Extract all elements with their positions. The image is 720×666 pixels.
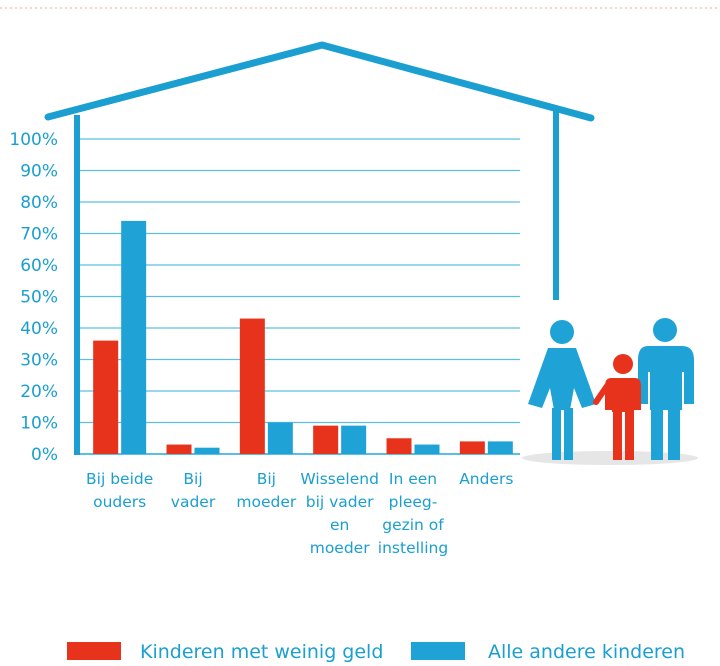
category-label: Bij vader: [171, 470, 216, 511]
bar-blue: [194, 447, 220, 454]
y-tick-label: 10%: [20, 414, 58, 434]
bar-blue: [487, 441, 513, 454]
family-icon: [522, 318, 698, 465]
bar-blue: [414, 444, 440, 454]
y-tick-label: 60%: [20, 256, 58, 276]
y-tick-label: 80%: [20, 193, 58, 213]
bar-blue: [267, 422, 293, 454]
legend-label-blue: Alle andere kinderen: [488, 641, 685, 663]
category-label: Wisselend bij vader en moeder: [300, 470, 378, 557]
y-tick-label: 0%: [31, 445, 58, 465]
bar-red: [313, 425, 339, 454]
legend: Kinderen met weinig geld Alle andere kin…: [67, 641, 685, 663]
bar-red: [93, 340, 119, 454]
category-label: Anders: [459, 470, 513, 488]
bars: [93, 220, 513, 454]
y-tick-label: 70%: [20, 225, 58, 245]
y-tick-label: 90%: [20, 162, 58, 182]
category-label: Bij moeder: [236, 470, 296, 511]
category-label: Bij beide ouders: [86, 470, 153, 511]
x-axis-categories: Bij beide ouders Bij vader Bij moederWisselen…: [86, 470, 513, 557]
bar-blue: [121, 220, 147, 454]
bar-red: [166, 444, 192, 454]
category-label: In een pleeg-gezin of instelling: [378, 470, 448, 557]
y-tick-label: 40%: [20, 319, 58, 339]
bar-red: [459, 441, 485, 454]
gridlines: [80, 138, 520, 455]
y-tick-label: 30%: [20, 351, 58, 371]
house-roof: [44, 41, 595, 122]
bar-red: [239, 318, 265, 454]
y-axis-ticks: 0% 10% 20% 30% 40% 50% 60% 70% 80% 90% 100%: [9, 130, 58, 465]
legend-swatch-blue: [411, 642, 465, 660]
y-tick-label: 20%: [20, 382, 58, 402]
legend-label-red: Kinderen met weinig geld: [140, 641, 383, 663]
y-tick-label: 50%: [20, 288, 58, 308]
bar-red: [386, 438, 412, 454]
y-tick-label: 100%: [9, 130, 58, 150]
bar-blue: [341, 425, 367, 454]
legend-swatch-red: [67, 642, 121, 660]
